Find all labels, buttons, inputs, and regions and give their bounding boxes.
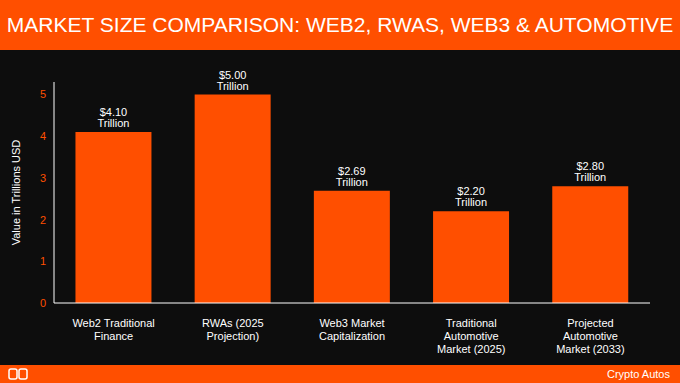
svg-text:1: 1 (40, 255, 46, 267)
svg-text:2: 2 (40, 214, 46, 226)
svg-text:Web3 MarketCapitalization: Web3 MarketCapitalization (319, 317, 385, 342)
svg-text:$2.80Trillion: $2.80Trillion (574, 160, 606, 183)
svg-text:$5.00Trillion: $5.00Trillion (217, 69, 249, 92)
svg-text:5: 5 (40, 88, 46, 100)
html-text:MARKET SIZE COMPARISON: WEB2,: MARKET SIZE COMPARISON: WEB2, RWAS, WEB3… (6, 13, 674, 36)
svg-text:Value in Trillions USD: Value in Trillions USD (10, 140, 22, 246)
svg-text:0: 0 (40, 297, 46, 309)
svg-text:TraditionalAutomotiveMarket (2: TraditionalAutomotiveMarket (2025) (437, 317, 505, 355)
svg-text:Web2 TraditionalFinance: Web2 TraditionalFinance (72, 317, 154, 342)
svg-text:$2.69Trillion: $2.69Trillion (336, 165, 368, 188)
svg-text:$4.10Trillion: $4.10Trillion (97, 106, 129, 129)
svg-text:3: 3 (40, 172, 46, 184)
html-text:Crypto Autos: Crypto Autos (607, 368, 670, 380)
svg-text:ProjectedAutomotiveMarket (203: ProjectedAutomotiveMarket (2033) (556, 317, 624, 355)
svg-text:RWAs (2025Projection): RWAs (2025Projection) (202, 317, 264, 342)
svg-text:$2.20Trillion: $2.20Trillion (455, 185, 487, 208)
svg-text:4: 4 (40, 130, 46, 142)
